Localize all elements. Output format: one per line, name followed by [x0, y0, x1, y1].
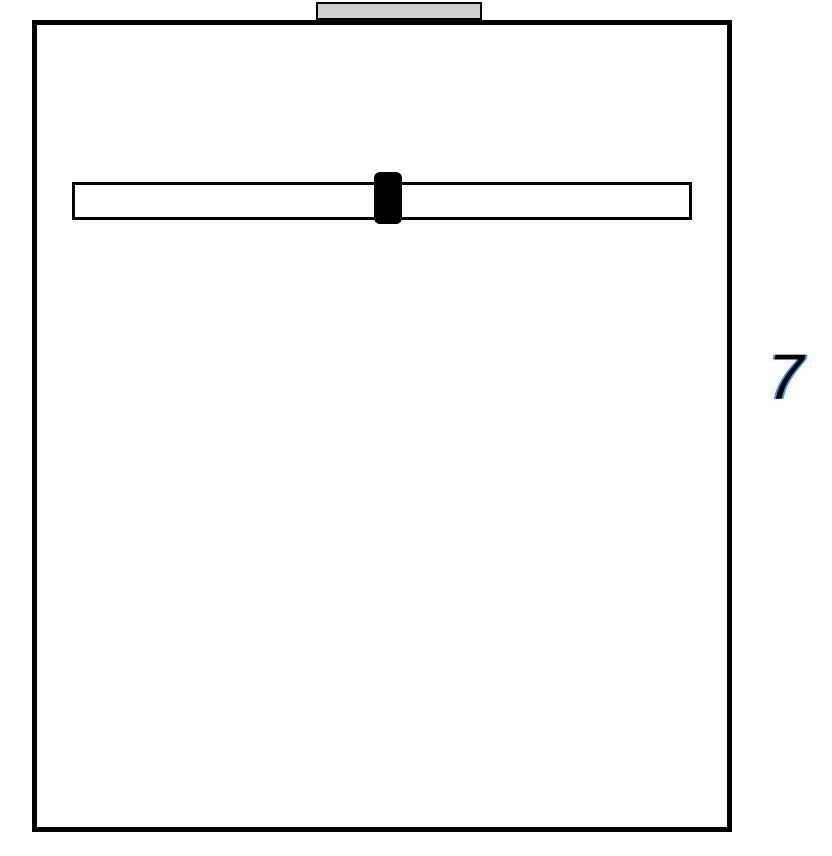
- callout-label-7: 7: [768, 340, 804, 414]
- top-tab: [316, 2, 482, 20]
- outer-rectangle: [32, 20, 732, 832]
- center-block: [374, 172, 402, 224]
- diagram-canvas: 7: [0, 0, 832, 856]
